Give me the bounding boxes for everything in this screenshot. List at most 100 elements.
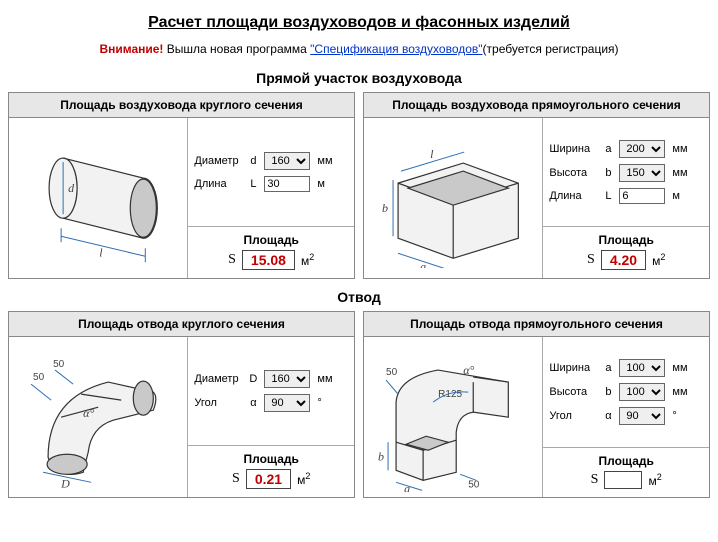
diagram-rect-straight: b a l (364, 118, 543, 278)
angle-symbol: α (246, 397, 260, 409)
panel-rect-elbow: Площадь отвода прямоугольного сечения α°… (363, 311, 710, 498)
width-unit: мм (672, 143, 687, 155)
area-value: 0.21 (246, 469, 291, 489)
diameter-symbol: d (246, 155, 260, 167)
width-symbol: a (601, 143, 615, 155)
area-label: Площадь (543, 454, 709, 468)
page-title: Расчет площади воздуховодов и фасонных и… (8, 14, 710, 32)
width-label: Ширина (549, 362, 597, 374)
diameter-label: Диаметр (194, 373, 242, 385)
height-symbol: b (601, 386, 615, 398)
svg-text:50: 50 (53, 359, 65, 370)
section-elbow-title: Отвод (8, 289, 710, 305)
height-symbol: b (601, 167, 615, 179)
svg-text:b: b (378, 449, 384, 463)
area-block: Площадь S 0.21 м2 (188, 446, 354, 497)
area-value (604, 471, 642, 489)
diagram-round-elbow: α° D 50 50 (9, 337, 188, 497)
svg-text:α°: α° (463, 363, 474, 377)
notice-text-1: Вышла новая программа (163, 42, 310, 56)
angle-unit: ° (672, 410, 676, 422)
svg-text:R125: R125 (438, 389, 462, 400)
svg-text:b: b (382, 201, 388, 215)
length-input[interactable] (264, 176, 310, 192)
panel-header: Площадь воздуховода прямоугольного сечен… (364, 93, 709, 118)
inputs-round-elbow: Диаметр D 160 мм Угол α 90 ° (188, 337, 354, 446)
area-block: Площадь S м2 (543, 448, 709, 497)
area-exp: 2 (660, 252, 665, 262)
area-symbol: S (228, 252, 236, 268)
svg-text:α°: α° (83, 406, 94, 420)
diameter-select[interactable]: 160 (264, 370, 310, 388)
spec-link[interactable]: "Спецификация воздуховодов" (310, 42, 482, 56)
svg-text:a: a (404, 481, 410, 492)
svg-text:a: a (420, 259, 426, 268)
height-label: Высота (549, 167, 597, 179)
area-symbol: S (587, 252, 595, 268)
area-block: Площадь S 4.20 м2 (543, 227, 709, 278)
length-symbol: L (601, 190, 615, 202)
width-label: Ширина (549, 143, 597, 155)
diagram-round-straight: d l (9, 118, 188, 278)
area-label: Площадь (188, 233, 354, 247)
row-elbow: Площадь отвода круглого сечения α° D 50 … (8, 311, 710, 498)
angle-label: Угол (194, 397, 242, 409)
area-value: 15.08 (242, 250, 295, 270)
length-input[interactable] (619, 188, 665, 204)
panel-round-straight: Площадь воздуховода круглого сечения d l (8, 92, 355, 279)
width-symbol: a (601, 362, 615, 374)
height-unit: мм (672, 386, 687, 398)
area-exp: 2 (305, 471, 310, 481)
svg-text:d: d (68, 181, 75, 195)
angle-select[interactable]: 90 (619, 407, 665, 425)
diameter-select[interactable]: 160 (264, 152, 310, 170)
inputs-rect-elbow: Ширина a 100 мм Высота b 100 мм Угол α (543, 337, 709, 448)
notice-text-2: (требуется регистрация) (483, 42, 619, 56)
svg-text:50: 50 (386, 367, 398, 378)
width-select[interactable]: 200 (619, 140, 665, 158)
height-select[interactable]: 100 (619, 383, 665, 401)
notice-bar: Внимание! Вышла новая программа "Специфи… (8, 42, 710, 56)
height-unit: мм (672, 167, 687, 179)
area-label: Площадь (188, 452, 354, 466)
height-select[interactable]: 150 (619, 164, 665, 182)
attention-label: Внимание! (99, 42, 163, 56)
height-label: Высота (549, 386, 597, 398)
inputs-rect-straight: Ширина a 200 мм Высота b 150 мм Длина L (543, 118, 709, 227)
svg-text:D: D (60, 476, 70, 490)
length-unit: м (672, 190, 680, 202)
length-unit: м (317, 178, 325, 190)
panel-header: Площадь отвода прямоугольного сечения (364, 312, 709, 337)
length-label: Длина (194, 178, 242, 190)
area-symbol: S (591, 472, 599, 488)
area-label: Площадь (543, 233, 709, 247)
area-unit: м (648, 474, 656, 488)
diameter-unit: мм (317, 373, 332, 385)
panel-rect-straight: Площадь воздуховода прямоугольного сечен… (363, 92, 710, 279)
row-straight: Площадь воздуховода круглого сечения d l (8, 92, 710, 279)
length-label: Длина (549, 190, 597, 202)
length-symbol: L (246, 178, 260, 190)
diameter-unit: мм (317, 155, 332, 167)
area-exp: 2 (309, 252, 314, 262)
diameter-symbol: D (246, 373, 260, 385)
angle-unit: ° (317, 397, 321, 409)
area-symbol: S (232, 471, 240, 487)
diagram-rect-elbow: α° R125 a b 50 50 (364, 337, 543, 497)
panel-header: Площадь отвода круглого сечения (9, 312, 354, 337)
width-select[interactable]: 100 (619, 359, 665, 377)
angle-label: Угол (549, 410, 597, 422)
area-unit: м (301, 254, 309, 268)
panel-round-elbow: Площадь отвода круглого сечения α° D 50 … (8, 311, 355, 498)
diameter-label: Диаметр (194, 155, 242, 167)
section-straight-title: Прямой участок воздуховода (8, 70, 710, 86)
svg-text:l: l (99, 245, 103, 259)
area-exp: 2 (657, 472, 662, 482)
area-value: 4.20 (601, 250, 646, 270)
svg-text:l: l (430, 147, 434, 161)
area-block: Площадь S 15.08 м2 (188, 227, 354, 278)
svg-text:50: 50 (33, 372, 45, 383)
panel-header: Площадь воздуховода круглого сечения (9, 93, 354, 118)
angle-symbol: α (601, 410, 615, 422)
angle-select[interactable]: 90 (264, 394, 310, 412)
